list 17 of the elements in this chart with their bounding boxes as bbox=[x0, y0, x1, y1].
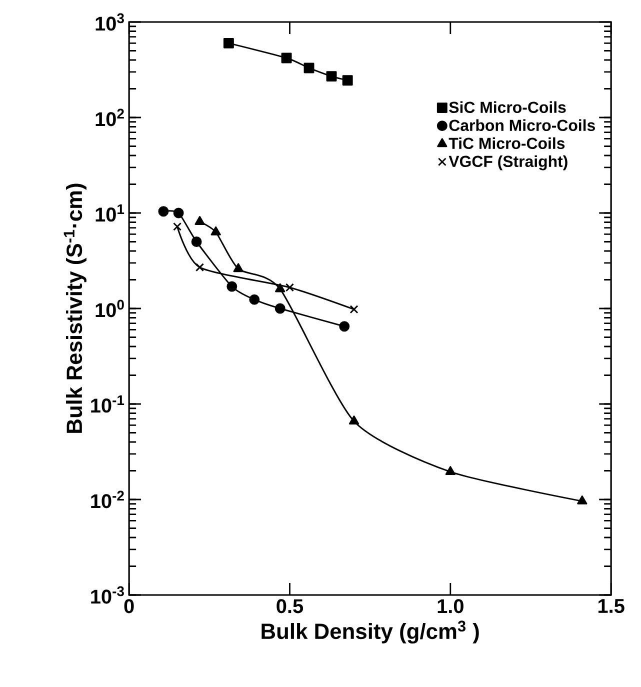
x-tick-label: 1.5 bbox=[598, 599, 624, 614]
legend-label: TiC Micro-Coils bbox=[448, 137, 565, 150]
x-axis-title: Bulk Density (g/cm$^{3}$ ) bbox=[262, 620, 479, 644]
y-tick-label: 10$^{2}$ bbox=[96, 108, 124, 126]
y-tick-label: 10$^{3}$ bbox=[96, 13, 124, 31]
legend-label: Carbon Micro-Coils bbox=[449, 119, 595, 132]
y-tick-label: 10$^{-1}$ bbox=[91, 395, 124, 413]
legend-label: SiC Micro-Coils bbox=[449, 101, 566, 113]
legend-label: VGCF (Straight) bbox=[448, 155, 568, 170]
x-tick-label: 0.5 bbox=[276, 599, 304, 614]
y-tick-label: 10$^{1}$ bbox=[96, 204, 124, 222]
y-tick-label: 10$^{0}$ bbox=[96, 300, 124, 318]
y-axis-title: Bulk Resistivity (S$^{-1}$·cm) bbox=[64, 184, 86, 433]
x-tick-label: 0 bbox=[124, 599, 134, 614]
y-tick-label: 10$^{-2}$ bbox=[91, 490, 124, 508]
y-tick-label: 10$^{-3}$ bbox=[91, 586, 124, 604]
x-tick-label: 1.0 bbox=[438, 599, 464, 614]
